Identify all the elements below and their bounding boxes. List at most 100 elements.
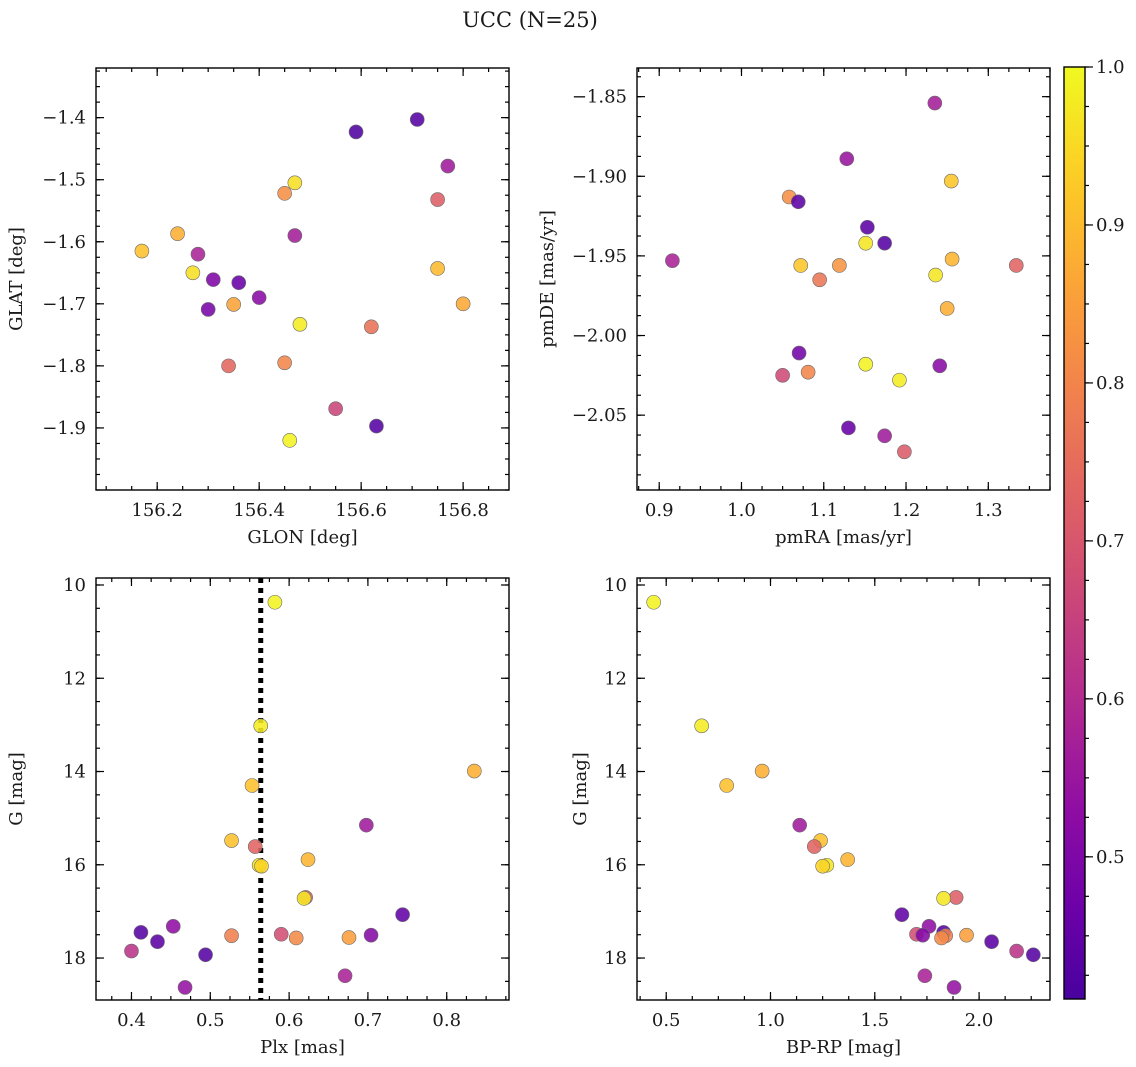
data-point [946, 980, 962, 995]
data-point [253, 718, 269, 734]
colorbar-tick-label: 1.0 [1096, 57, 1125, 78]
data-point [277, 355, 292, 371]
data-point [251, 290, 267, 305]
data-point [694, 718, 709, 734]
x-tick-label: 1.0 [756, 1010, 785, 1031]
x-tick-label: 1.5 [860, 1010, 889, 1031]
x-tick-label: 1.3 [974, 500, 1003, 521]
x-tick-label: 0.7 [354, 1010, 383, 1031]
data-point [800, 364, 816, 380]
data-point [282, 433, 298, 448]
y-tick-label: 18 [63, 948, 86, 969]
data-point [719, 778, 734, 793]
data-point [915, 927, 931, 943]
data-point [170, 226, 185, 241]
y-axis-label: G [mag] [570, 752, 591, 825]
x-tick-label: 0.9 [645, 500, 674, 521]
data-point [288, 930, 304, 946]
y-tick-label: −1.8 [42, 356, 86, 377]
data-point [244, 778, 260, 793]
data-point [860, 219, 875, 235]
data-point [455, 296, 471, 312]
data-point [296, 891, 312, 906]
panels: 156.2 156.4 156.6 156.8 −1.9 −1.8 −1.7 −1.6 −1.5… [6, 67, 1051, 1058]
data-point [165, 919, 181, 934]
data-point [300, 852, 316, 867]
data-point [328, 401, 343, 417]
y-tick-label: 16 [604, 855, 627, 876]
panel-proper-motions: 0.9 1.0 1.1 1.2 1.3 −2.05 −2.00 −1.95 −1.90 −1.85… [537, 67, 1051, 548]
data-point [858, 356, 874, 372]
data-point [1026, 947, 1041, 963]
x-tick-label: 0.8 [432, 1010, 461, 1031]
points [646, 594, 1041, 995]
data-point [792, 817, 807, 833]
data-point [337, 968, 353, 984]
colorbar-tick-label: 0.8 [1096, 373, 1125, 394]
data-point [665, 253, 680, 268]
y-tick-label: 12 [604, 668, 627, 689]
data-point [190, 246, 206, 262]
data-point [231, 275, 247, 291]
data-point [226, 297, 241, 312]
data-point [341, 930, 357, 945]
data-point [150, 934, 165, 950]
y-axis-label: GLAT [deg] [6, 227, 27, 331]
points [134, 112, 471, 448]
data-point [815, 858, 830, 874]
colorbar-gradient [1064, 67, 1085, 999]
data-point [840, 852, 855, 867]
y-tick-label: −1.4 [42, 108, 86, 129]
data-point [1008, 258, 1024, 273]
data-point [200, 302, 216, 317]
x-tick-label: 1.2 [892, 500, 921, 521]
data-point [273, 926, 289, 942]
data-point [287, 228, 303, 243]
x-axis-label: Plx [mas] [260, 1037, 345, 1058]
colorbar-frame [1063, 66, 1086, 1000]
data-point [198, 947, 213, 963]
data-point [832, 258, 847, 273]
data-point [877, 235, 892, 251]
y-tick-label: 14 [604, 762, 627, 783]
data-point [754, 763, 770, 779]
data-point [1009, 943, 1024, 959]
colorbar-tick-label: 0.5 [1096, 847, 1125, 868]
axes-frame [95, 577, 510, 1001]
y-tick-label: −1.95 [572, 246, 627, 267]
data-point [812, 272, 827, 288]
data-point [790, 194, 806, 210]
y-tick-label: 16 [63, 855, 86, 876]
x-axis-label: BP-RP [mag] [786, 1037, 901, 1058]
data-point [277, 186, 292, 201]
data-point [395, 907, 410, 922]
data-point [917, 968, 933, 984]
colorbar-tick-label: 0.7 [1096, 531, 1125, 552]
data-point [892, 372, 907, 388]
data-point [247, 839, 263, 854]
data-point [134, 243, 150, 259]
data-point [205, 272, 221, 287]
points [124, 578, 482, 1000]
x-axis-label: GLON [deg] [247, 527, 357, 548]
points [665, 95, 1024, 460]
data-point [944, 251, 960, 267]
x-tick-label: 156.8 [437, 500, 489, 521]
y-tick-label: 18 [604, 948, 627, 969]
x-tick-label: 1.1 [809, 500, 838, 521]
data-point [936, 891, 951, 906]
axes-frame [95, 67, 510, 491]
y-tick-label: 10 [604, 575, 627, 596]
data-point [934, 930, 949, 946]
data-point [984, 934, 999, 950]
data-point [793, 258, 809, 273]
data-point [440, 158, 456, 174]
y-axis-label: G [mag] [6, 752, 27, 825]
data-point [359, 817, 374, 833]
data-point [409, 112, 425, 127]
x-tick-label: 0.5 [196, 1010, 225, 1031]
data-point [430, 192, 445, 207]
y-tick-label: 10 [63, 575, 86, 596]
data-point [877, 428, 892, 444]
x-tick-label: 0.5 [652, 1010, 681, 1031]
